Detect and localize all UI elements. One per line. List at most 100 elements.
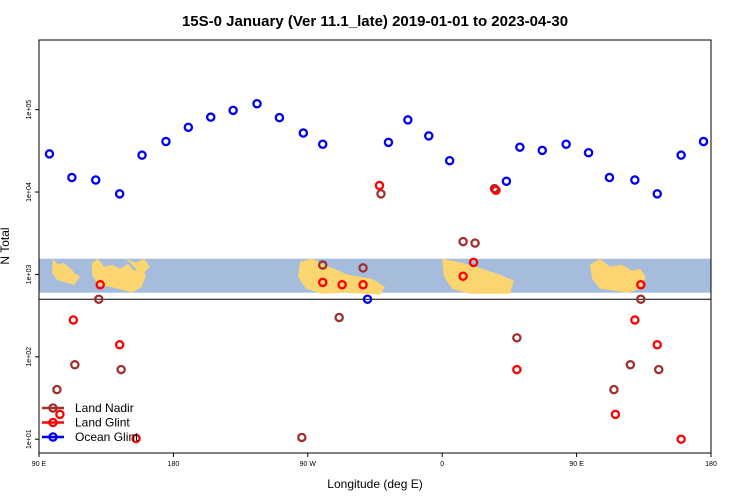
ocean-glint-point-21 [537,145,548,156]
y-tick-label-1: 1e+02 [26,347,33,367]
plot-frame [38,39,712,454]
land-glint-point-13 [512,364,522,375]
legend-item-land-glint: Land Glint [42,416,130,430]
legend-item-ocean-glint: Ocean Glint [42,430,139,444]
y-tick-label-4: 1e+05 [26,100,33,120]
legend-label-land-nadir: Land Nadir [75,401,134,415]
land-nadir-point-6 [317,260,328,270]
x-tick-label-2: 90 W [300,461,317,468]
ocean-glint-point-10 [252,98,262,109]
map-band [39,258,711,295]
data-points [44,98,709,444]
land-nadir-point-10 [458,236,468,247]
land-glint-point-7 [337,279,347,290]
land-nadir-point-9 [376,189,386,199]
land-glint-point-6 [317,277,328,288]
land-nadir-point-8 [358,263,368,273]
ocean-glint-point-25 [630,175,640,185]
land-nadir-point-16 [636,294,646,304]
x-tick-label-4: 90 E [569,461,584,468]
ocean-glint-point-14 [362,294,373,304]
x-axis-label: Longitude (deg E) [327,477,422,491]
chart-title: 15S-0 January (Ver 11.1_late) 2019-01-01… [182,13,568,30]
ocean-glint-point-2 [67,172,77,183]
ocean-glint-point-18 [444,155,455,166]
ocean-glint-point-17 [424,131,434,141]
ocean-glint-point-27 [676,150,686,160]
land-nadir-point-3 [93,294,104,304]
legend-item-land-nadir: Land Nadir [42,401,134,415]
ocean-glint-point-11 [274,112,285,123]
ocean-glint-point-9 [228,105,238,116]
land-glint-point-8 [358,279,368,290]
legend-marker-land-glint [48,417,58,428]
land-glint-point-17 [652,340,662,350]
ocean-glint-point-6 [161,136,171,147]
x-tick-label-1: 180 [168,461,180,468]
y-tick-label-0: 1e+01 [26,429,33,449]
land-glint-point-9 [374,180,385,191]
series-land-glint [55,180,686,444]
land-glint-point-3 [95,279,105,290]
x-tick-label-0: 90 E [32,461,47,468]
ocean-glint-point-24 [604,172,615,183]
series-land-nadir [52,183,664,443]
ocean-glint-point-1 [44,149,55,159]
ocean-glint-point-16 [403,115,413,125]
ocean-glint-point-23 [583,147,594,158]
land-glint-point-18 [676,434,686,444]
ocean-glint-point-5 [137,150,147,160]
land-nadir-point-15 [625,360,636,370]
land-mass-6 [590,258,646,293]
land-glint-point-14 [610,409,621,420]
legend-marker-land-nadir [48,403,58,413]
legend-marker-ocean-glint [48,432,58,442]
y-tick-label-2: 1e+03 [26,264,33,284]
land-nadir-point-4 [116,364,126,375]
land-glint-point-1 [55,409,65,420]
ocean-glint-point-12 [298,128,309,138]
land-nadir-point-1 [52,384,62,395]
land-glint-point-16 [636,279,646,290]
land-glint-point-15 [630,315,640,325]
ocean-glint-point-28 [698,136,709,147]
land-mass-3 [126,258,150,273]
y-tick-label-3: 1e+04 [26,182,33,202]
ocean-glint-point-19 [501,176,512,187]
ocean-glint-point-20 [515,142,525,152]
land-nadir-point-13 [512,333,522,343]
land-mass-2 [92,258,146,293]
land-glint-point-2 [68,315,79,325]
ocean-glint-point-15 [383,137,394,148]
ocean-glint-point-22 [561,139,571,150]
y-axis: 1e+01 1e+02 1e+03 1e+04 1e+05 [26,100,39,449]
ocean-glint-point-13 [317,139,328,150]
ocean-glint-point-4 [114,189,125,199]
land-nadir-point-7 [334,312,344,323]
series-ocean-glint [44,98,709,304]
ocean-glint-point-8 [205,112,216,122]
land-glint-point-10 [458,271,468,282]
legend-label-land-glint: Land Glint [75,416,130,430]
ocean-glint-point-26 [652,189,662,199]
land-glint-point-11 [468,257,479,268]
ocean-glint-point-7 [183,122,194,133]
land-glint-point-5 [131,433,141,444]
x-axis: 90 E 180 90 W 0 90 E 180 [32,453,717,468]
land-nadir-point-17 [653,364,664,375]
x-tick-label-5: 180 [705,461,717,468]
land-mass-5 [442,258,514,294]
land-mass-1 [52,258,80,285]
y-axis-label: N Total [0,227,12,264]
land-nadir-point-2 [70,360,80,370]
ocean-glint-point-3 [90,175,101,185]
land-glint-point-4 [114,340,125,350]
x-tick-label-3: 0 [440,461,444,468]
legend-label-ocean-glint: Ocean Glint [75,430,139,444]
land-nadir-point-11 [470,238,480,248]
land-nadir-point-14 [609,384,619,395]
land-nadir-point-5 [297,432,307,443]
land-glint-point-12 [491,185,501,196]
